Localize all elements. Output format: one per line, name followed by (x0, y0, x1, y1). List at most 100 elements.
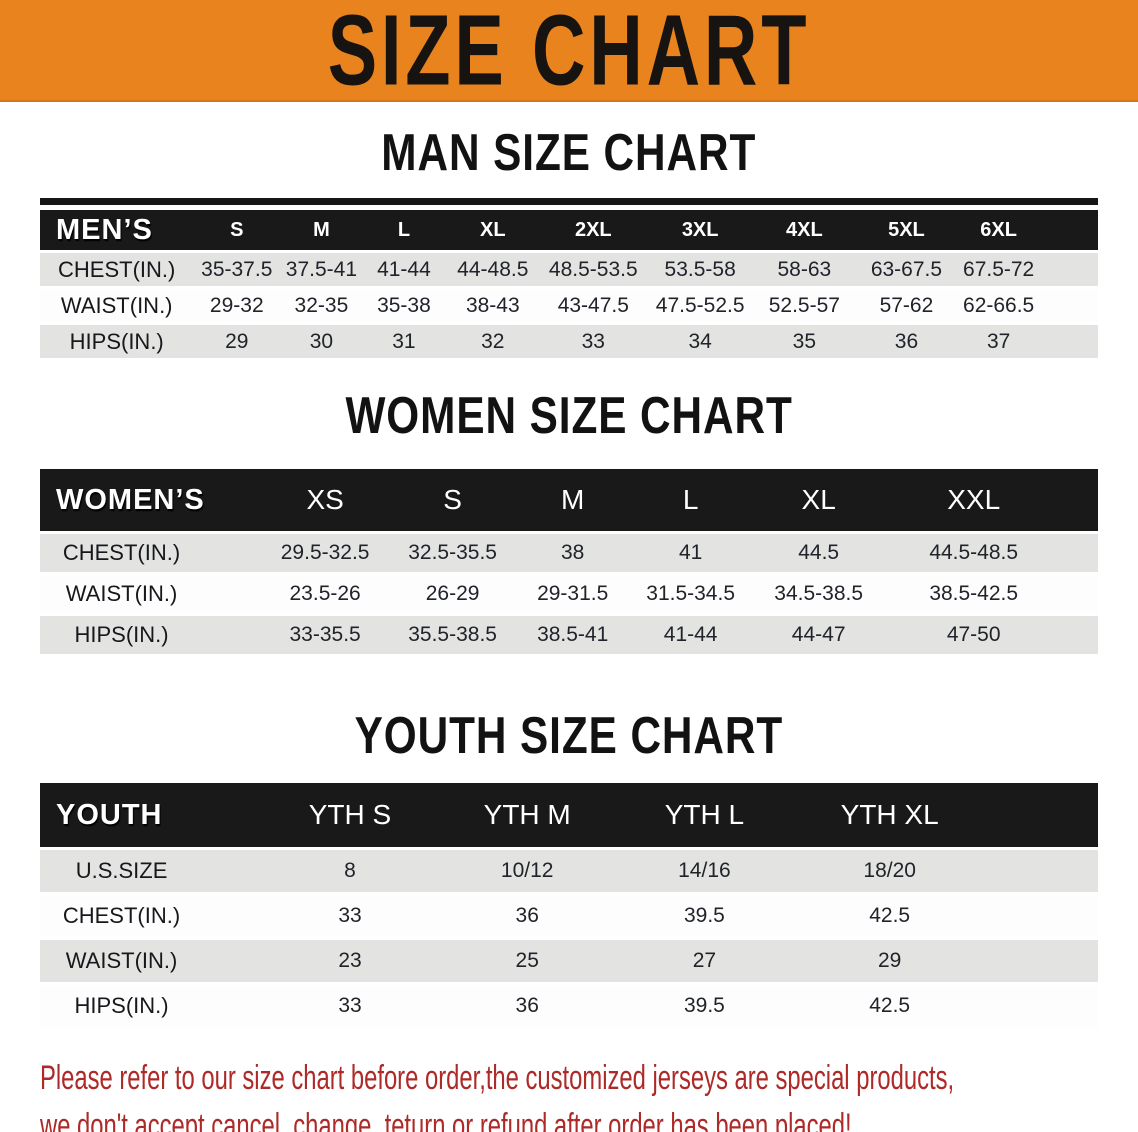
measurement-value: 29 (193, 325, 281, 358)
size-column-header: L (362, 210, 446, 250)
measurement-value: 38.5-42.5 (886, 575, 1098, 613)
measurement-value: 44-48.5 (445, 253, 541, 286)
women-header-label: WOMEN’S (40, 469, 261, 531)
measurement-value: 31.5-34.5 (630, 575, 751, 613)
measurement-value: 42.5 (794, 985, 1098, 1027)
measurement-value: 32 (445, 325, 541, 358)
measurement-row-label: WAIST(IN.) (40, 289, 194, 322)
men-section-title: MAN SIZE CHART (381, 122, 757, 182)
size-column-header: M (280, 210, 363, 250)
measurement-value: 67.5-72 (958, 253, 1098, 286)
measurement-row-label: CHEST(IN.) (40, 534, 261, 572)
size-column-header: L (630, 469, 751, 531)
measurement-value: 23 (260, 940, 440, 982)
measurement-row-label: HIPS(IN.) (40, 325, 194, 358)
men-header-label: MEN’S (40, 210, 194, 250)
measurement-value: 37.5-41 (280, 253, 363, 286)
size-column-header: YTH L (614, 783, 795, 847)
measurement-value: 48.5-53.5 (540, 253, 647, 286)
size-column-header: 5XL (854, 210, 959, 250)
measurement-value: 37 (958, 325, 1098, 358)
size-column-header: XL (750, 469, 887, 531)
size-column-header: YTH S (260, 783, 440, 847)
measurement-row: CHEST(IN.) 33 36 39.5 42.5 (40, 895, 1098, 937)
measurement-row-label: CHEST(IN.) (40, 895, 261, 937)
measurement-value: 27 (614, 940, 795, 982)
measurement-row: HIPS(IN.) 29 30 31 32 33 34 35 36 37 (40, 325, 1098, 358)
measurement-value: 29-31.5 (515, 575, 631, 613)
measurement-value: 26-29 (390, 575, 516, 613)
women-header-row: WOMEN’S XS S M L XL XXL (40, 469, 1098, 531)
men-title-row: MAN SIZE CHART (0, 123, 1138, 181)
size-column-header: 2XL (540, 210, 647, 250)
measurement-value: 33-35.5 (260, 616, 391, 654)
measurement-value: 39.5 (614, 895, 795, 937)
men-table-wrap: MEN’S S M L XL 2XL 3XL 4XL 5XL 6XL CHEST(IN.) 35-37… (40, 198, 1098, 361)
measurement-value: 41-44 (362, 253, 446, 286)
measurement-value: 58-63 (754, 253, 855, 286)
measurement-row: HIPS(IN.) 33-35.5 35.5-38.5 38.5-41 41-44 44-… (40, 616, 1098, 654)
size-column-header: YTH M (439, 783, 615, 847)
disclaimer-line-2: we don't accept cancel, change, teturn o… (40, 1107, 852, 1132)
measurement-value: 47.5-52.5 (646, 289, 755, 322)
size-column-header: XS (260, 469, 391, 531)
measurement-value: 18/20 (794, 850, 1098, 892)
measurement-value: 42.5 (794, 895, 1098, 937)
measurement-value: 35 (754, 325, 855, 358)
measurement-row-label: WAIST(IN.) (40, 575, 261, 613)
measurement-value: 34 (646, 325, 755, 358)
measurement-row-label: U.S.SIZE (40, 850, 261, 892)
footer-disclaimer: Please refer to our size chart before or… (0, 1054, 1138, 1132)
size-column-header: M (515, 469, 631, 531)
measurement-value: 63-67.5 (854, 253, 959, 286)
size-column-header: XL (445, 210, 541, 250)
measurement-value: 31 (362, 325, 446, 358)
youth-header-row: YOUTH YTH S YTH M YTH L YTH XL (40, 783, 1098, 847)
youth-section-title: YOUTH SIZE CHART (354, 705, 784, 765)
measurement-value: 53.5-58 (646, 253, 755, 286)
measurement-value: 32-35 (280, 289, 363, 322)
measurement-value: 36 (439, 895, 615, 937)
measurement-row: HIPS(IN.) 33 36 39.5 42.5 (40, 985, 1098, 1027)
measurement-value: 38.5-41 (515, 616, 631, 654)
measurement-row-label: WAIST(IN.) (40, 940, 261, 982)
women-table-wrap: WOMEN’S XS S M L XL XXL CHEST(IN.) 29.5-32.5 32.5… (40, 466, 1098, 657)
youth-section: YOUTH SIZE CHART YOUTH YTH S YTH M YTH L YTH… (0, 706, 1138, 1030)
measurement-value: 30 (280, 325, 363, 358)
size-column-header: XXL (886, 469, 1098, 531)
measurement-value: 23.5-26 (260, 575, 391, 613)
size-column-header: 4XL (754, 210, 855, 250)
men-section: MAN SIZE CHART MEN’S S M L XL 2XL 3XL 4XL 5XL 6XL… (0, 123, 1138, 361)
measurement-value: 10/12 (439, 850, 615, 892)
size-column-header: YTH XL (794, 783, 1098, 847)
measurement-row: WAIST(IN.) 23 25 27 29 (40, 940, 1098, 982)
women-size-table: WOMEN’S XS S M L XL XXL CHEST(IN.) 29.5-32.5 32.5… (40, 466, 1098, 657)
measurement-value: 25 (439, 940, 615, 982)
measurement-value: 39.5 (614, 985, 795, 1027)
measurement-value: 36 (854, 325, 959, 358)
measurement-value: 62-66.5 (958, 289, 1098, 322)
men-header-row: MEN’S S M L XL 2XL 3XL 4XL 5XL 6XL (40, 210, 1098, 250)
measurement-value: 44-47 (750, 616, 887, 654)
measurement-value: 29.5-32.5 (260, 534, 391, 572)
measurement-value: 33 (260, 895, 440, 937)
measurement-value: 8 (260, 850, 440, 892)
measurement-value: 41-44 (630, 616, 751, 654)
measurement-value: 57-62 (854, 289, 959, 322)
measurement-value: 29-32 (193, 289, 281, 322)
measurement-value: 35-37.5 (193, 253, 281, 286)
measurement-row: WAIST(IN.) 23.5-26 26-29 29-31.5 31.5-34.5 34… (40, 575, 1098, 613)
banner-title: SIZE CHART (327, 0, 811, 106)
measurement-value: 38-43 (445, 289, 541, 322)
men-table-topline (40, 198, 1098, 205)
measurement-value: 47-50 (886, 616, 1098, 654)
measurement-value: 52.5-57 (754, 289, 855, 322)
women-section: WOMEN SIZE CHART WOMEN’S XS S M L XL XXL CHEST(… (0, 386, 1138, 657)
women-section-title: WOMEN SIZE CHART (345, 385, 793, 445)
youth-header-label: YOUTH (40, 783, 261, 847)
banner: SIZE CHART (0, 0, 1138, 106)
youth-table-wrap: YOUTH YTH S YTH M YTH L YTH XL U.S.SIZE 8 10/12… (40, 780, 1098, 1030)
measurement-value: 35-38 (362, 289, 446, 322)
measurement-value: 44.5-48.5 (886, 534, 1098, 572)
disclaimer-line-1: Please refer to our size chart before or… (40, 1059, 955, 1097)
